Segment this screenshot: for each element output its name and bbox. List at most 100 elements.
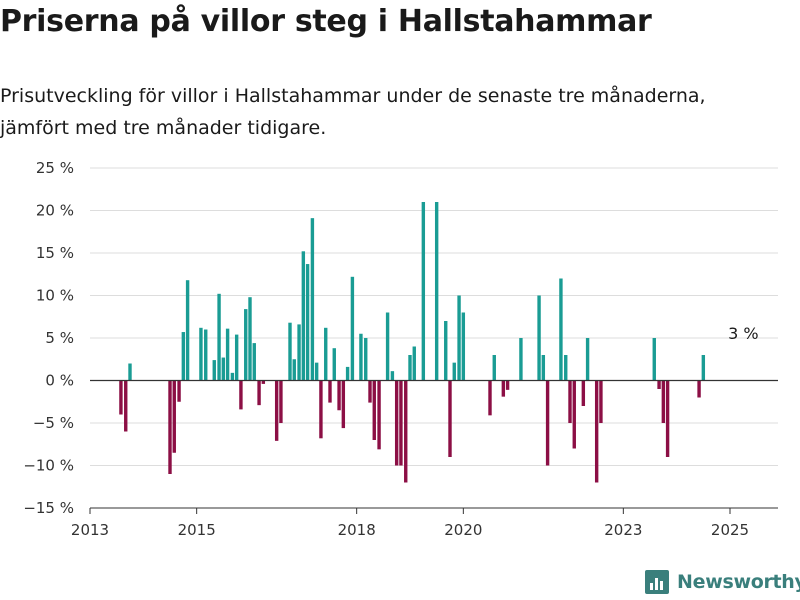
bar: [372, 380, 376, 440]
bar: [297, 324, 301, 381]
bar: [444, 321, 448, 381]
bar: [568, 380, 572, 423]
bar: [701, 355, 706, 381]
bar: [119, 380, 123, 415]
bar: [204, 329, 208, 381]
y-tick-label: 25 %: [36, 159, 74, 177]
bar: [199, 327, 203, 381]
bar: [541, 355, 546, 381]
bar: [368, 380, 372, 403]
bar: [332, 348, 336, 381]
bar: [185, 280, 190, 381]
bar: [519, 338, 523, 381]
bar: [257, 380, 261, 406]
bar: [274, 380, 279, 441]
bar: [564, 355, 568, 381]
bar-chart: −15 % −10 % −5 % 0 % 5 % 10 % 15 % 20 % 25 % 2013…: [23, 159, 778, 539]
bar: [652, 338, 656, 381]
bar: [244, 309, 248, 381]
bar: [305, 264, 310, 381]
bar: [301, 251, 306, 381]
bar: [252, 343, 256, 381]
bars-layer: [119, 202, 706, 483]
bar: [559, 278, 563, 381]
x-tick-label: 2020: [444, 521, 482, 539]
bar: [492, 355, 496, 381]
bar: [594, 380, 599, 483]
y-tick-label: 5 %: [45, 329, 74, 347]
bar: [212, 360, 216, 381]
bar: [225, 328, 230, 381]
bar: [399, 380, 403, 466]
brand-name: Newsworthy: [677, 571, 800, 593]
bar: [310, 218, 315, 381]
bar: [404, 380, 408, 483]
bar: [230, 372, 235, 381]
latest-value-label: 3 %: [728, 324, 758, 343]
bar: [390, 371, 395, 381]
axis-layer: −15 % −10 % −5 % 0 % 5 % 10 % 15 % 20 % 25 % 2013…: [23, 159, 778, 539]
bar: [324, 327, 328, 381]
bar: [581, 380, 586, 406]
bar: [385, 312, 390, 381]
bar: [261, 380, 266, 384]
bar: [345, 366, 350, 381]
bar: [377, 380, 381, 450]
bar: [461, 312, 466, 381]
bar: [181, 332, 186, 381]
y-tick-label: 10 %: [36, 287, 74, 305]
bar: [364, 338, 368, 381]
newsworthy-logo[interactable]: Newsworthy: [645, 570, 800, 594]
bar: [168, 380, 172, 474]
bar: [341, 380, 346, 429]
bar: [234, 334, 239, 381]
bar: [337, 380, 341, 411]
y-tick-label: 20 %: [36, 202, 74, 220]
y-tick-label: −5 %: [33, 414, 74, 432]
bar: [221, 357, 226, 381]
grid-layer: [90, 167, 778, 509]
bar: [177, 380, 181, 402]
bar: [421, 202, 426, 381]
bar: [452, 362, 456, 381]
bar: [434, 202, 439, 381]
bar: [488, 380, 492, 416]
bar: [292, 359, 296, 381]
bar: [412, 346, 416, 381]
bar: [657, 380, 661, 389]
bar: [457, 295, 461, 381]
bar: [279, 380, 283, 423]
bar: [661, 380, 666, 423]
bar: [288, 322, 292, 381]
bar: [128, 363, 132, 381]
bar: [124, 380, 128, 432]
subtitle-line-2: jämfört med tre månader tidigare.: [0, 117, 327, 139]
bar: [545, 380, 550, 466]
subtitle-line-1: Prisutveckling för villor i Hallstahamma…: [0, 85, 706, 107]
bar: [505, 380, 510, 390]
bar: [350, 276, 355, 381]
x-tick-label: 2023: [604, 521, 642, 539]
bar: [328, 380, 332, 403]
bar: [314, 362, 319, 381]
y-tick-label: 15 %: [36, 244, 74, 262]
y-tick-label: −15 %: [23, 499, 74, 517]
bar: [448, 380, 452, 457]
bar: [599, 380, 603, 423]
bar: [501, 380, 506, 397]
bar-chart-logo-icon: [645, 570, 669, 594]
bar: [172, 380, 176, 453]
bar: [319, 380, 323, 439]
bar: [585, 338, 590, 381]
x-tick-label: 2015: [178, 521, 216, 539]
bar: [359, 333, 363, 381]
x-tick-label: 2013: [71, 521, 109, 539]
bar: [394, 380, 399, 466]
page-subtitle: Prisutveckling för villor i Hallstahamma…: [0, 80, 800, 144]
bar: [537, 295, 541, 381]
bar: [217, 293, 221, 381]
bar: [572, 380, 576, 449]
x-tick-label: 2025: [711, 521, 749, 539]
y-tick-label: −10 %: [23, 457, 74, 475]
bar: [665, 380, 670, 457]
